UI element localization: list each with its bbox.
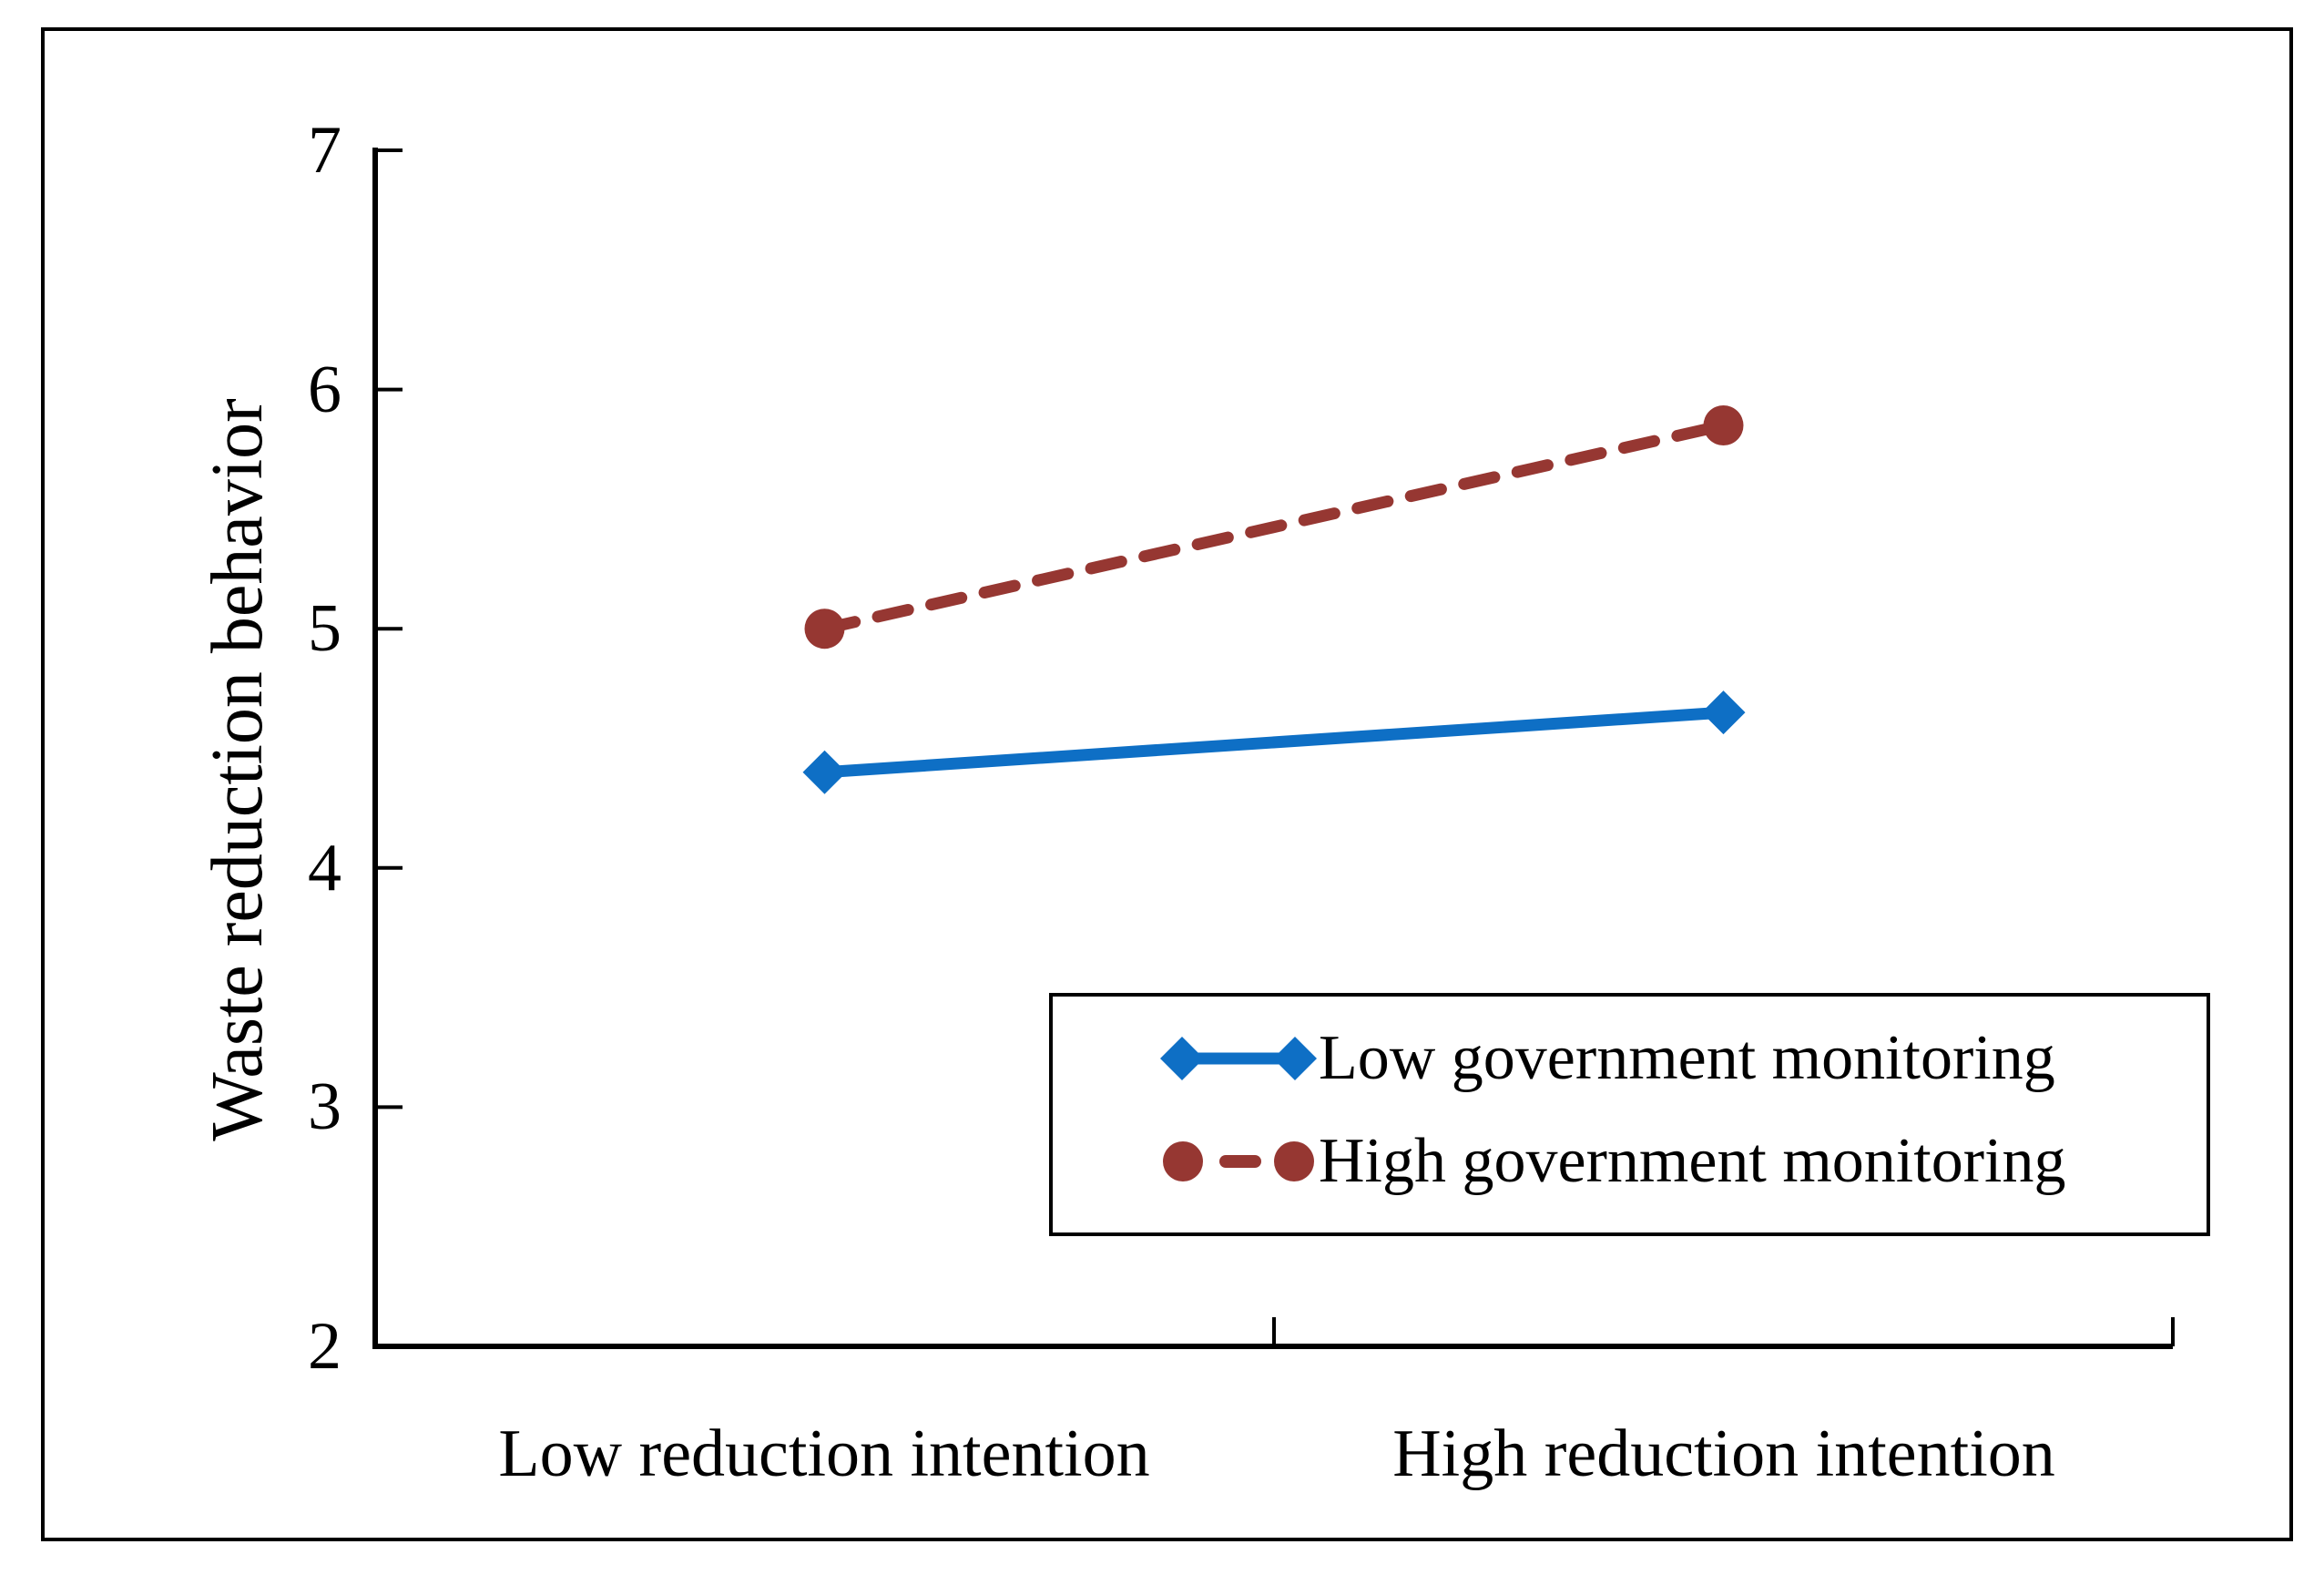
y-tick-label: 2: [308, 1309, 341, 1384]
series-line-low-government-monitoring: [824, 706, 1724, 779]
data-point-circle: [1703, 404, 1744, 445]
x-category-label-low: Low reduction intention: [498, 1416, 1150, 1491]
y-tick-label: 5: [308, 591, 341, 667]
figure-border-frame: [41, 27, 2293, 1541]
data-point-diamond: [802, 750, 847, 794]
data-point-circle: [804, 609, 845, 649]
y-tick-label: 6: [308, 352, 341, 427]
legend-marker-solid-diamond-line: [1160, 1036, 1317, 1080]
y-tick-label: 3: [308, 1069, 341, 1145]
y-tick-label: 4: [308, 830, 341, 905]
legend-marker-dashed-circle-line: [1163, 1140, 1314, 1181]
y-tick-label: 7: [308, 113, 341, 188]
legend-label: High government monitoring: [1319, 1125, 2066, 1196]
data-point-diamond: [1701, 690, 1746, 735]
series-line-high-government-monitoring: [819, 419, 1729, 635]
legend-item-low-government-monitoring: Low government monitoring: [1160, 1007, 2207, 1110]
x-category-label-high: High reduction intention: [1392, 1416, 2055, 1491]
legend-label: Low government monitoring: [1319, 1022, 2055, 1093]
legend-box: Low government monitoring High governmen…: [1049, 993, 2210, 1236]
legend-item-high-government-monitoring: High government monitoring: [1160, 1110, 2207, 1212]
y-axis-title: Waste reduction behavior: [198, 398, 278, 1141]
